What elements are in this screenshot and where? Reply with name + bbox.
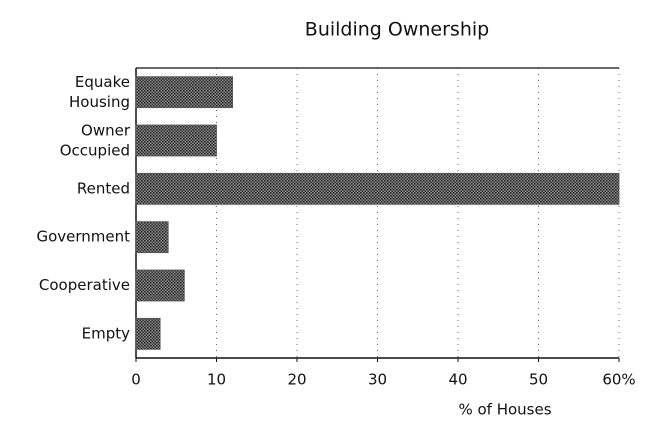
x-tick-label: 50 bbox=[529, 371, 548, 389]
x-tick-label: 10 bbox=[207, 371, 226, 389]
x-axis-label: % of Houses bbox=[458, 401, 551, 419]
x-tick-label: 0 bbox=[131, 371, 141, 389]
x-tick-label: 30 bbox=[368, 371, 387, 389]
y-tick-label: Empty bbox=[82, 324, 130, 342]
x-tick-label: 60% bbox=[602, 371, 635, 389]
bar bbox=[135, 172, 620, 205]
bar bbox=[135, 124, 217, 157]
bar bbox=[135, 317, 161, 350]
bar bbox=[135, 221, 169, 254]
y-tick-label: Rented bbox=[77, 179, 130, 197]
x-tick-label: 20 bbox=[287, 371, 306, 389]
y-tick-label: Equake Housing bbox=[64, 73, 130, 111]
y-tick-label: Owner Occupied bbox=[55, 121, 131, 159]
x-tick-label: 40 bbox=[448, 371, 467, 389]
y-tick-label: Government bbox=[36, 228, 130, 246]
chart-title: Building Ownership bbox=[305, 19, 489, 41]
bar bbox=[135, 269, 185, 302]
bar bbox=[135, 76, 233, 109]
y-tick-label: Cooperative bbox=[39, 276, 130, 294]
